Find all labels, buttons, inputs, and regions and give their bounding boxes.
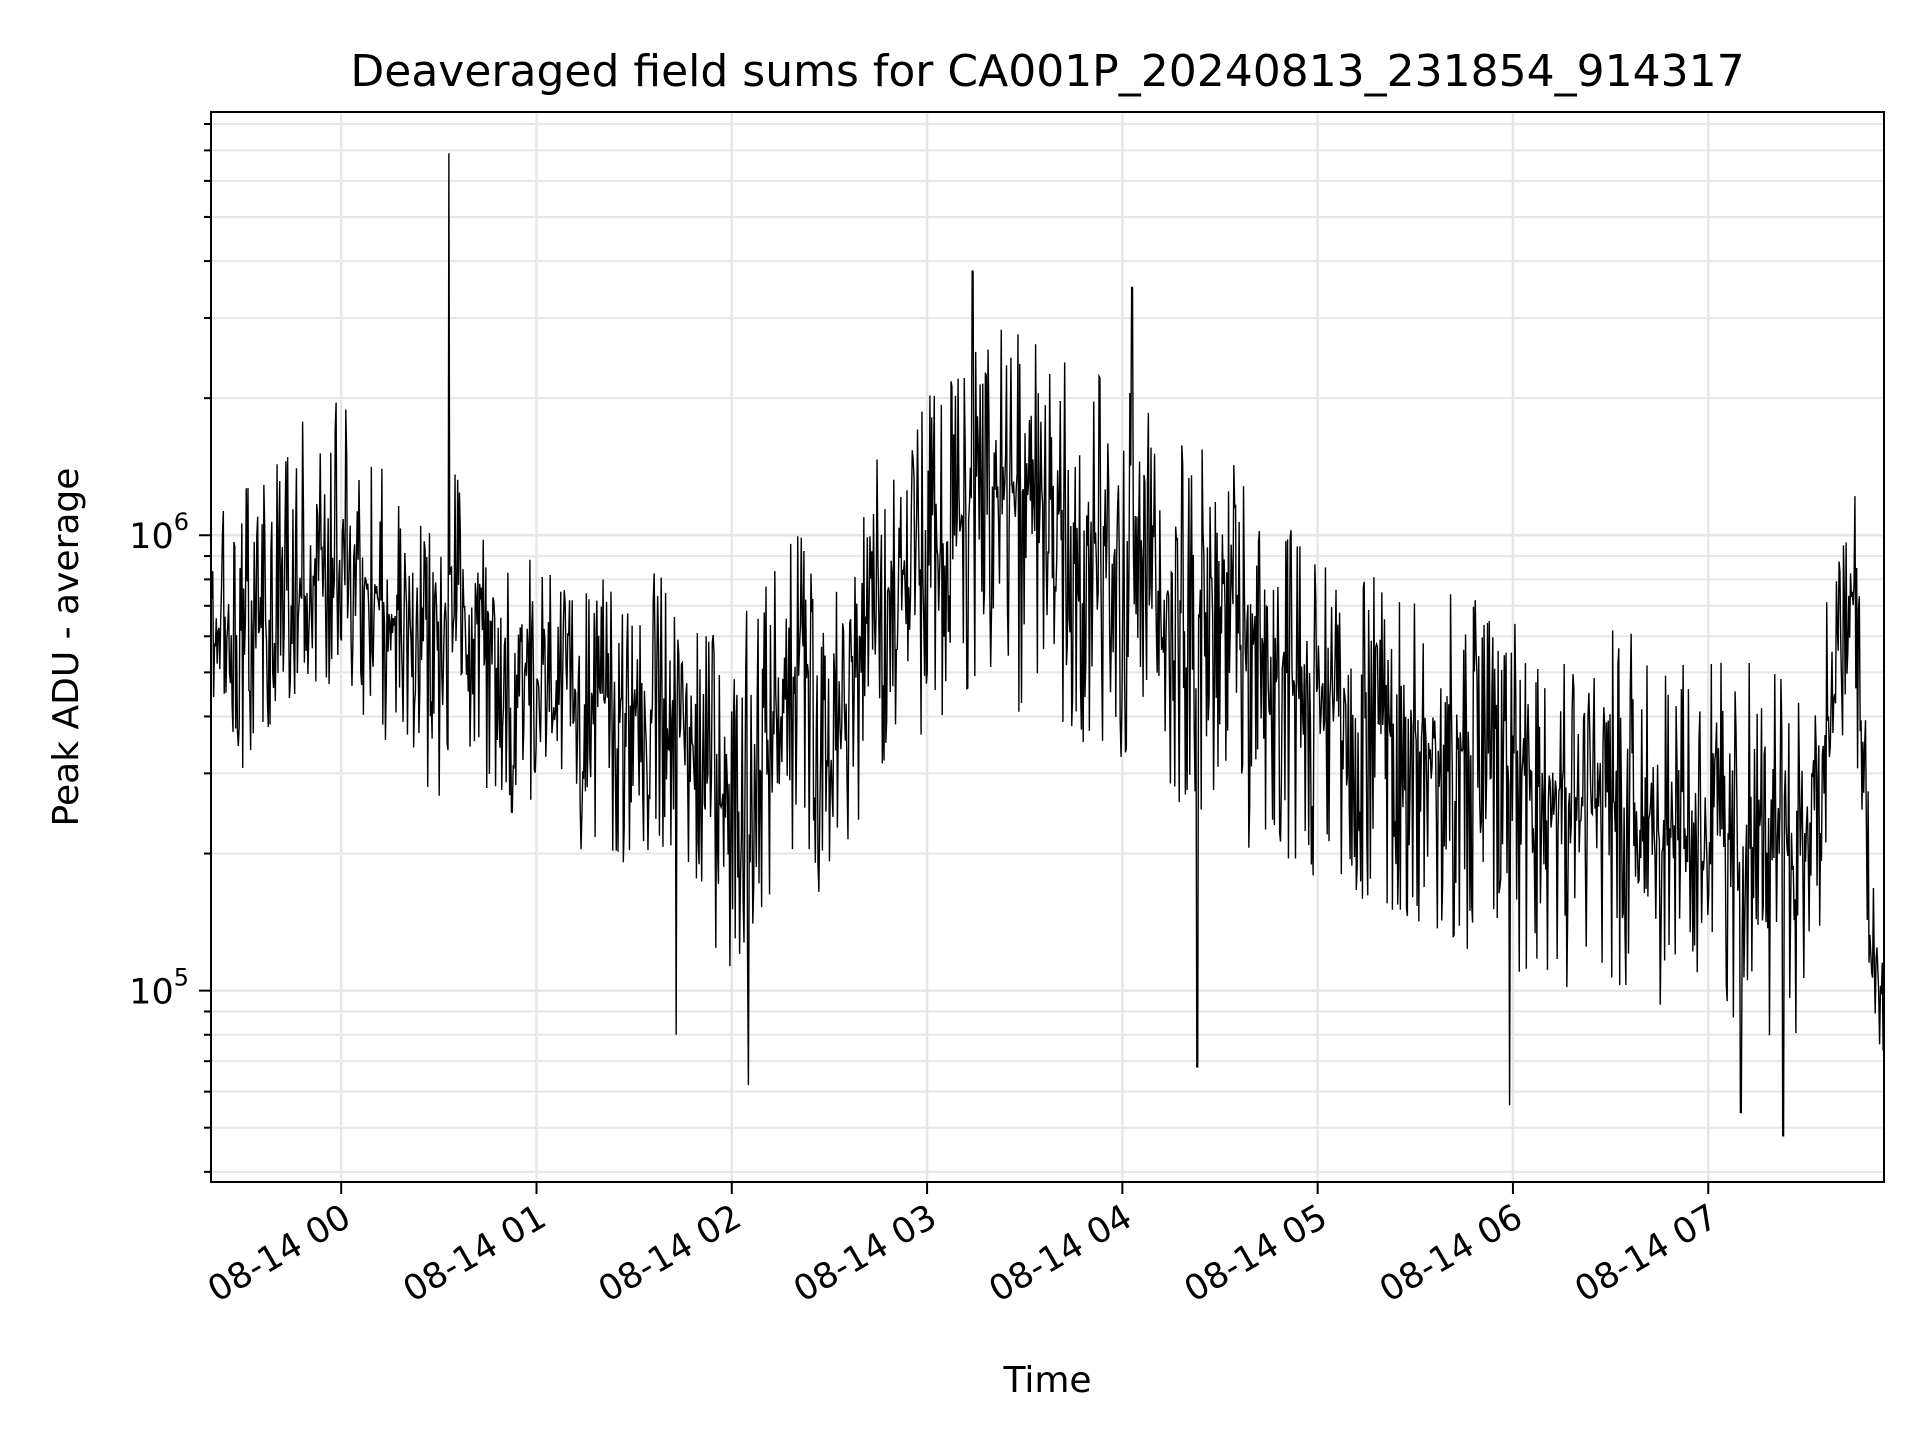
y-tick-label-5: 105 [129,964,189,1013]
series-layer [210,153,1885,1137]
y-axis-ticks: 105 106 [129,122,211,1173]
series-line [210,153,1885,1137]
y-axis-label: Peak ADU - average [46,468,87,827]
x-axis-label: Time [1002,1360,1091,1401]
plot-frame [210,111,1885,1183]
y-tick-label-6: 106 [129,508,189,557]
chart-title: Deaveraged field sums for CA001P_2024081… [350,46,1744,97]
